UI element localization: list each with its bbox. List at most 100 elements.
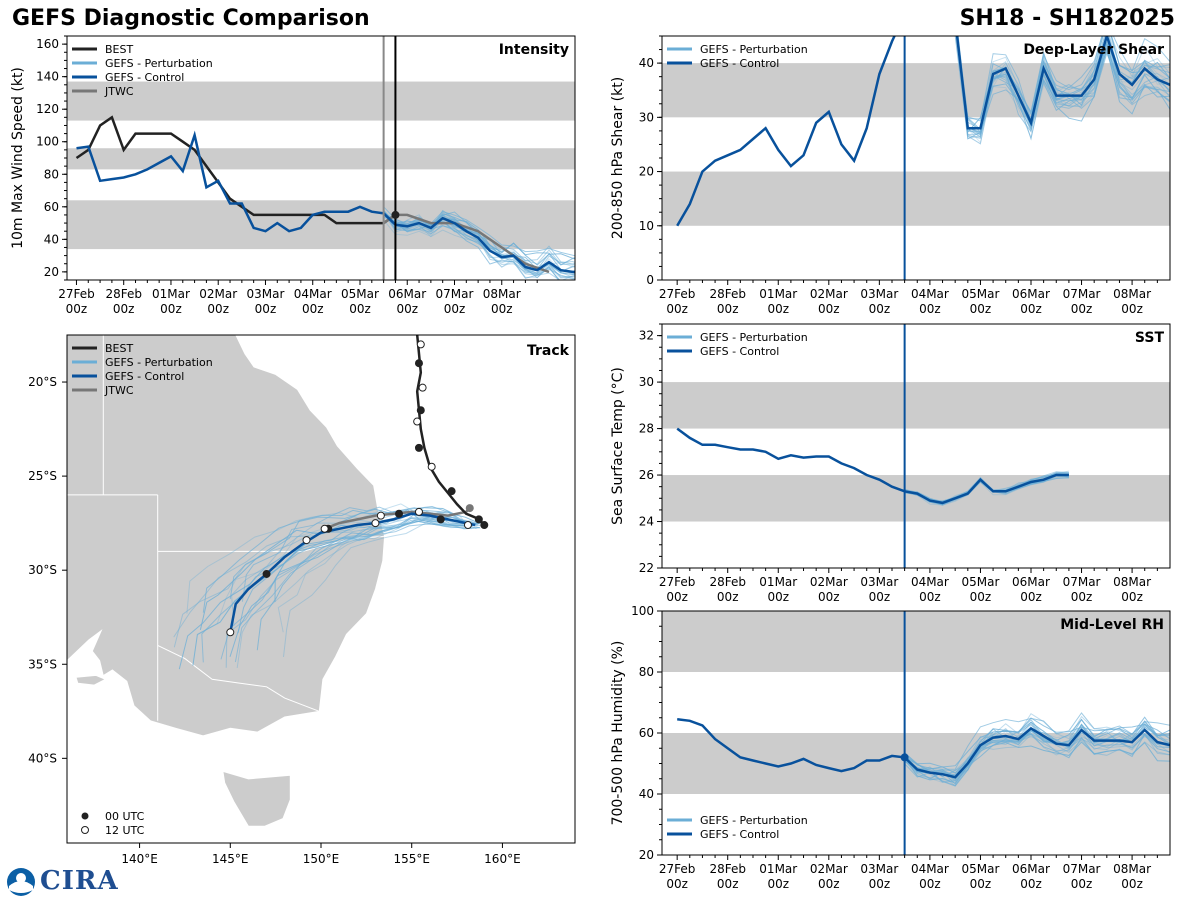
sst-ytick-label: 26 (639, 468, 654, 482)
rh-perturbation-line (904, 718, 1170, 774)
track-perturbation-line (192, 519, 480, 666)
shear-legend-control: GEFS - Control (700, 57, 779, 70)
shear-ytick-label: 40 (639, 56, 654, 70)
rh-xtick-sublabel: 00z (1121, 877, 1143, 891)
rh-xtick-sublabel: 00z (1071, 877, 1093, 891)
best-point-12utc (418, 383, 427, 392)
track-ytick-label: 20°S (28, 375, 57, 389)
shear-xtick-label: 05Mar (961, 287, 999, 301)
sst-xtick-label: 03Mar (860, 575, 898, 589)
control-point-12utc (463, 521, 472, 530)
rh-ytick-label: 60 (639, 726, 654, 740)
shear-xtick-label: 07Mar (1063, 287, 1101, 301)
sst-xtick-sublabel: 00z (767, 590, 789, 604)
shear-title: Deep-Layer Shear (1023, 42, 1164, 58)
rh-marker (900, 753, 909, 762)
jtwc-point-12utc (376, 511, 385, 520)
track-perturbation-line (229, 505, 470, 600)
intensity-title: Intensity (499, 42, 569, 58)
track-legend-perturbation: GEFS - Perturbation (105, 356, 213, 369)
intensity-xtick-sublabel: 00z (66, 302, 88, 316)
intensity-legend-jtwc: JTWC (104, 85, 134, 98)
rh-xtick-label: 05Mar (961, 862, 999, 876)
control-point-00utc (395, 509, 404, 518)
rh-xtick-sublabel: 00z (666, 877, 688, 891)
shear-ylabel: 200-850 hPa Shear (kt) (610, 77, 626, 239)
intensity-xtick-sublabel: 00z (302, 302, 324, 316)
best-point-00utc (414, 359, 423, 368)
intensity-perturbation-line (383, 210, 575, 266)
intensity-legend-control: GEFS - Control (105, 71, 184, 84)
shear-perturbation-line (956, 36, 1170, 136)
sst-legend-control: GEFS - Control (700, 345, 779, 358)
track-xtick-label: 145°E (212, 852, 249, 866)
rh-ytick-label: 20 (639, 848, 654, 862)
shear-xtick-label: 28Feb (709, 287, 746, 301)
shear-ytick-label: 20 (639, 165, 654, 179)
sst-legend-perturbation: GEFS - Perturbation (700, 331, 808, 344)
control-point-12utc (226, 628, 235, 637)
noaa-wave-icon (9, 881, 33, 893)
track-perturbation-line (241, 506, 477, 602)
sst-xtick-label: 02Mar (810, 575, 848, 589)
best-point-12utc (413, 417, 422, 426)
shear-xtick-sublabel: 00z (767, 302, 789, 316)
sst-ytick-label: 24 (639, 515, 654, 529)
intensity-xtick-sublabel: 00z (160, 302, 182, 316)
rh-ylabel: 700-500 hPa Humidity (%) (610, 641, 626, 826)
intensity-xtick-label: 03Mar (247, 287, 285, 301)
jtwc-start-marker (465, 504, 474, 513)
shear-xtick-label: 01Mar (759, 287, 797, 301)
shear-xtick-label: 27Feb (659, 287, 696, 301)
sst-xtick-label: 08Mar (1113, 575, 1151, 589)
page-title: GEFS Diagnostic Comparison (12, 6, 370, 31)
shear-perturbation-line (956, 36, 1170, 134)
intensity-xtick-label: 27Feb (58, 287, 95, 301)
rh-xtick-sublabel: 00z (1020, 877, 1042, 891)
sst-band-0 (662, 475, 1170, 522)
shear-plot-area (662, 36, 1170, 227)
sst-ylabel: Sea Surface Temp (°C) (610, 367, 626, 525)
sst-ytick-label: 22 (639, 561, 654, 575)
rh-xtick-sublabel: 00z (970, 877, 992, 891)
intensity-xtick-label: 28Feb (105, 287, 142, 301)
shear-xtick-sublabel: 00z (1071, 302, 1093, 316)
cira-logo (7, 868, 35, 896)
sst-xtick-label: 27Feb (659, 575, 696, 589)
intensity-perturbation-line (383, 210, 575, 266)
rh-xtick-label: 06Mar (1012, 862, 1050, 876)
intensity-xtick-sublabel: 00z (207, 302, 229, 316)
sst-xtick-sublabel: 00z (818, 590, 840, 604)
intensity-marker (391, 210, 400, 219)
rh-legend-control: GEFS - Control (700, 828, 779, 841)
shear-legend-perturbation: GEFS - Perturbation (700, 43, 808, 56)
control-point-00utc (436, 515, 445, 524)
sst-xtick-sublabel: 00z (1121, 590, 1143, 604)
intensity-ytick-label: 60 (44, 200, 59, 214)
intensity-ytick-label: 100 (36, 135, 59, 149)
rh-perturbation-line (904, 716, 1170, 768)
sst-xtick-label: 28Feb (709, 575, 746, 589)
rh-perturbation-line (904, 733, 1170, 782)
rh-xtick-label: 01Mar (759, 862, 797, 876)
sst-xtick-label: 06Mar (1012, 575, 1050, 589)
tasmania (222, 770, 291, 827)
rh-xtick-sublabel: 00z (818, 877, 840, 891)
intensity-ytick-label: 40 (44, 232, 59, 246)
sst-xtick-sublabel: 00z (869, 590, 891, 604)
track-perturbation-line (220, 522, 481, 660)
shear-ytick-label: 10 (639, 219, 654, 233)
sst-ytick-label: 32 (639, 329, 654, 343)
control-point-00utc (262, 569, 271, 578)
track-title: Track (527, 343, 570, 359)
sst-xtick-label: 07Mar (1063, 575, 1101, 589)
intensity-xtick-sublabel: 00z (491, 302, 513, 316)
best-point-00utc (480, 521, 489, 530)
rh-perturbation-line (904, 733, 1170, 787)
rh-ytick-label: 100 (631, 604, 654, 618)
best-point-00utc (416, 406, 425, 415)
sst-xtick-sublabel: 00z (919, 590, 941, 604)
shear-xtick-sublabel: 00z (717, 302, 739, 316)
shear-xtick-sublabel: 00z (818, 302, 840, 316)
rh-perturbation-line (904, 741, 1170, 784)
